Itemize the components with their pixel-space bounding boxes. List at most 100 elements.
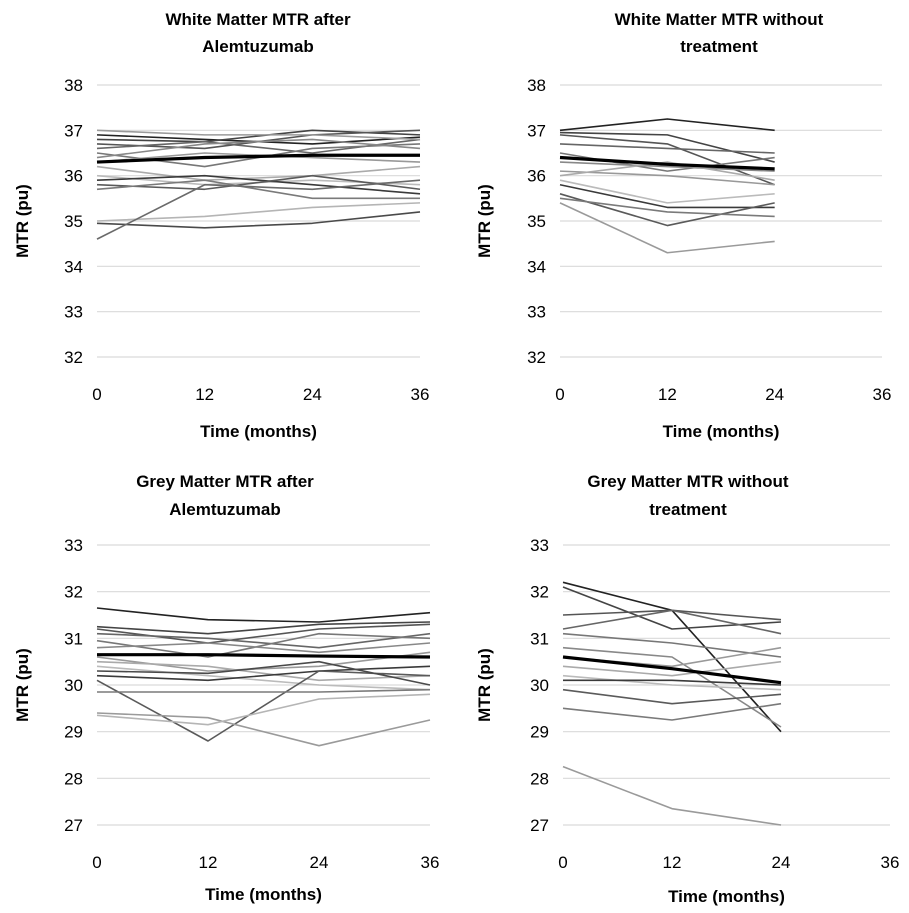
series-line [562, 632, 782, 658]
y-axis-label: MTR (pu) [13, 648, 32, 722]
x-tick-label: 36 [873, 385, 892, 404]
series-line [559, 183, 775, 209]
series-line [559, 197, 775, 218]
x-tick-label: 12 [195, 385, 214, 404]
x-tick-label: 24 [765, 385, 784, 404]
y-tick-label: 28 [64, 769, 83, 788]
series-line [562, 674, 782, 691]
chart-title: treatment [680, 37, 758, 56]
chart-panel-1: White Matter MTR after Alemtuzumab 32 33 34 3… [13, 10, 429, 441]
x-tick-label: 36 [411, 385, 430, 404]
series-line [96, 632, 431, 649]
series-line [96, 138, 421, 159]
y-tick-label: 31 [64, 629, 83, 648]
y-axis-label: MTR (pu) [475, 648, 494, 722]
y-tick-label: 29 [530, 723, 549, 742]
y-tick-label: 33 [530, 536, 549, 555]
y-tick-label: 37 [527, 121, 546, 140]
series-line [559, 179, 775, 204]
y-tick-label: 28 [530, 769, 549, 788]
x-tick-label: 0 [558, 853, 567, 872]
series-line [559, 170, 775, 186]
series-line [562, 609, 782, 635]
y-tick-label: 35 [64, 212, 83, 231]
chart-title: Alemtuzumab [202, 37, 313, 56]
series-line [562, 660, 782, 677]
y-axis-label: MTR (pu) [13, 184, 32, 258]
x-tick-label: 12 [199, 853, 218, 872]
y-tick-label: 36 [64, 167, 83, 186]
series-line [562, 702, 782, 721]
series-line [562, 586, 782, 630]
y-tick-label: 33 [64, 536, 83, 555]
series-line [96, 660, 431, 686]
mean-line [97, 653, 431, 659]
series-line [559, 143, 775, 154]
series-line [96, 211, 421, 229]
series-line [96, 642, 431, 654]
y-tick-label: 36 [527, 167, 546, 186]
chart-panel-2: White Matter MTR without treatment 32 33 34 3… [475, 10, 891, 441]
series-line [96, 621, 431, 635]
x-tick-label: 0 [92, 853, 101, 872]
y-tick-label: 38 [64, 76, 83, 95]
mean-line [96, 153, 420, 164]
y-tick-label: 30 [64, 676, 83, 695]
x-tick-label: 12 [658, 385, 677, 404]
x-tick-label: 36 [881, 853, 900, 872]
y-tick-label: 33 [64, 303, 83, 322]
series-line [559, 161, 775, 181]
series-line [559, 131, 775, 163]
y-tick-label: 33 [527, 303, 546, 322]
chart-title: White Matter MTR without [615, 10, 824, 29]
chart-title: White Matter MTR after [165, 10, 351, 29]
series-line [96, 665, 431, 691]
series-line [96, 607, 431, 623]
series-line [559, 134, 775, 186]
series-line [97, 688, 431, 693]
chart-title: Grey Matter MTR without [587, 472, 789, 491]
x-tick-label: 36 [421, 853, 440, 872]
x-axis-label: Time (months) [205, 885, 322, 904]
y-axis-label: MTR (pu) [475, 184, 494, 258]
x-tick-label: 12 [663, 853, 682, 872]
series-line [96, 632, 431, 658]
x-tick-label: 0 [555, 385, 564, 404]
chart-panel-3: Grey Matter MTR after Alemtuzumab 27 28 29 30… [13, 472, 439, 904]
series-line [559, 118, 775, 132]
series-line [96, 179, 420, 200]
y-tick-label: 31 [530, 629, 549, 648]
series-line [96, 129, 421, 141]
series-line [562, 765, 782, 826]
series-line [96, 165, 421, 181]
y-tick-label: 34 [64, 257, 83, 276]
y-tick-label: 32 [527, 348, 546, 367]
y-tick-label: 37 [64, 121, 83, 140]
series-line [562, 646, 782, 728]
series-line [559, 161, 775, 172]
y-tick-label: 30 [530, 676, 549, 695]
x-axis-label: Time (months) [663, 422, 780, 441]
series-line [96, 179, 421, 240]
mean-line [562, 655, 782, 685]
x-tick-label: 0 [92, 385, 101, 404]
y-tick-label: 38 [527, 76, 546, 95]
mean-line [559, 155, 775, 171]
chart-title: Alemtuzumab [169, 500, 280, 519]
series-line [96, 174, 421, 195]
y-tick-label: 29 [64, 723, 83, 742]
x-tick-label: 24 [772, 853, 791, 872]
x-tick-label: 24 [310, 853, 329, 872]
chart-title: Grey Matter MTR after [136, 472, 314, 491]
x-axis-label: Time (months) [668, 887, 785, 906]
series-line [96, 174, 421, 191]
series-line [562, 609, 782, 621]
chart-title: treatment [649, 500, 727, 519]
y-tick-label: 35 [527, 212, 546, 231]
y-tick-label: 32 [64, 583, 83, 602]
series-line [96, 693, 431, 726]
y-tick-label: 32 [530, 583, 549, 602]
y-tick-label: 34 [527, 257, 546, 276]
chart-panel-4: Grey Matter MTR without treatment 27 28 29 30… [475, 472, 899, 906]
